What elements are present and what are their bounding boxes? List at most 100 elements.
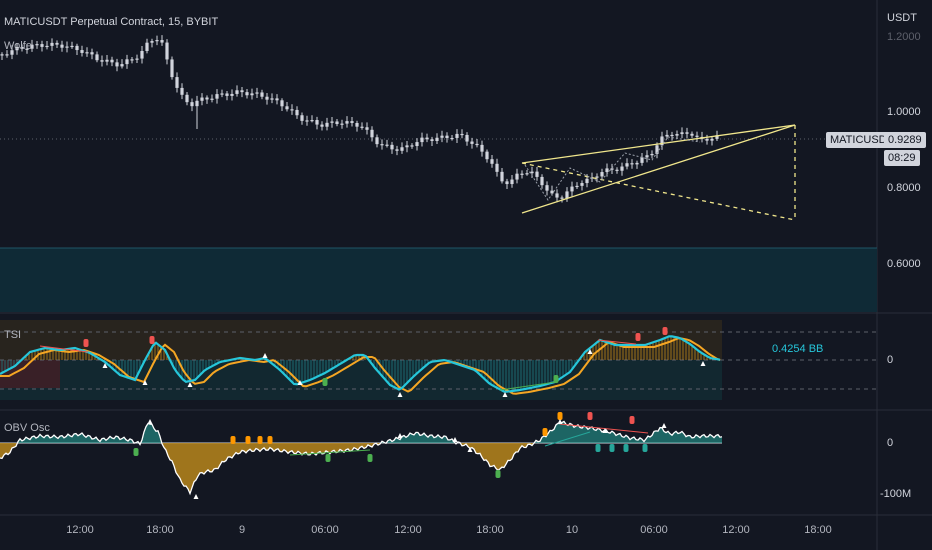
obv-area-segment	[288, 443, 290, 454]
obv-area-segment	[470, 443, 472, 449]
candle-body	[425, 137, 429, 140]
obv-area-segment	[314, 443, 316, 455]
obv-area-segment	[488, 443, 490, 467]
tsi-red-zone	[0, 360, 60, 388]
obv-area-segment	[216, 443, 218, 469]
obv-divergence-line	[544, 431, 591, 447]
obv-area-segment	[668, 431, 670, 443]
obv-area-segment	[326, 443, 328, 452]
obv-area-segment	[234, 443, 236, 455]
obv-area-segment	[584, 425, 586, 443]
candle-body	[215, 94, 219, 99]
obv-pane-title[interactable]: OBV Osc	[4, 422, 50, 434]
candle-body	[205, 97, 209, 100]
obv-area-segment	[226, 443, 228, 461]
obv-area-segment	[224, 443, 226, 462]
candle-body	[300, 115, 304, 121]
obv-area-segment	[182, 443, 184, 487]
obv-area-segment	[504, 443, 506, 468]
obv-bottom-marker	[595, 444, 601, 452]
obv-area-segment	[610, 431, 612, 443]
wolfe-indicator-label[interactable]: Wolfe	[4, 40, 32, 52]
obv-area-segment	[290, 443, 292, 452]
candle-body	[360, 126, 364, 128]
obv-area-segment	[448, 439, 450, 443]
obv-area-segment	[444, 436, 446, 443]
obv-area-segment	[612, 431, 614, 443]
obv-area-segment	[508, 443, 510, 461]
candle-body	[85, 52, 89, 54]
obv-area-segment	[156, 430, 158, 443]
obv-pivot-marker	[467, 447, 473, 452]
candle-body	[400, 147, 404, 151]
obv-area-segment	[284, 443, 286, 452]
candle-body	[190, 102, 194, 107]
obv-area-segment	[420, 434, 422, 443]
candle-body	[595, 176, 599, 178]
price-tick-1: 1.2000	[887, 31, 921, 43]
obv-area-segment	[562, 421, 564, 443]
tsi-pivot-marker	[502, 392, 508, 397]
obv-area-segment	[476, 443, 478, 454]
candle-body	[50, 42, 54, 46]
tsi-buy-marker	[553, 375, 559, 383]
obv-area-segment	[430, 435, 432, 443]
obv-area-segment	[68, 434, 70, 443]
obv-area-segment	[618, 433, 620, 443]
obv-area-segment	[616, 434, 618, 443]
candle-body	[480, 144, 484, 152]
obv-area-segment	[212, 443, 214, 472]
obv-top-marker	[257, 436, 263, 444]
obv-area-segment	[102, 438, 104, 443]
candle-body	[375, 137, 379, 145]
obv-area-segment	[198, 443, 200, 477]
obv-area-segment	[220, 443, 222, 465]
obv-area-segment	[300, 443, 302, 455]
candle-body	[655, 145, 659, 154]
tsi-pane-title[interactable]: TSI	[4, 329, 22, 341]
tsi-value-label: 0.4254 BB	[772, 343, 824, 355]
candle-body	[560, 197, 564, 199]
obv-area-segment	[6, 443, 8, 455]
obv-area-segment	[706, 436, 708, 443]
obv-area-segment	[188, 443, 190, 494]
obv-area-segment	[316, 443, 318, 455]
candle-body	[280, 100, 284, 107]
candle-body	[295, 109, 299, 116]
candle-body	[645, 155, 649, 158]
obv-top-marker	[557, 412, 563, 420]
candle-body	[260, 92, 264, 97]
candle-body	[175, 77, 179, 88]
candle-body	[60, 44, 64, 48]
obv-area-segment	[688, 435, 690, 443]
candle-body	[520, 173, 524, 175]
tsi-sell-marker	[635, 333, 641, 341]
obv-area-segment	[692, 437, 694, 443]
obv-area-segment	[514, 443, 516, 455]
time-label: 10	[565, 524, 579, 536]
obv-area-segment	[358, 443, 360, 450]
obv-area-segment	[192, 443, 194, 488]
time-label: 12:00	[66, 524, 94, 536]
time-label: 18:00	[476, 524, 504, 536]
candle-body	[405, 145, 409, 148]
obv-line	[0, 420, 723, 496]
symbol-title[interactable]: MATICUSDT Perpetual Contract, 15, BYBIT	[4, 16, 219, 28]
obv-area-segment	[550, 430, 552, 443]
candle-body	[510, 179, 514, 185]
candle-body	[275, 98, 279, 101]
candle-body	[440, 135, 444, 138]
candle-body	[55, 42, 59, 45]
obv-area-segment	[50, 437, 52, 443]
obv-area-segment	[494, 443, 496, 469]
obv-area-segment	[214, 443, 216, 469]
obv-area-segment	[252, 443, 254, 452]
obv-pivot-marker	[661, 423, 667, 428]
obv-axis-zero: 0	[887, 437, 894, 449]
candle-body	[665, 134, 669, 137]
obv-area-segment	[0, 443, 2, 459]
candle-body	[40, 44, 44, 47]
obv-area-segment	[332, 443, 334, 452]
obv-area-segment	[340, 443, 342, 451]
